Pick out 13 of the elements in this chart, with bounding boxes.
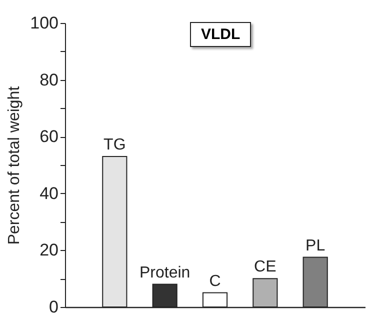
y-tick-label: 40 xyxy=(40,184,58,203)
y-tick-label: 20 xyxy=(40,240,58,260)
x-tick-label: CE xyxy=(254,258,276,276)
x-tick-label: C xyxy=(209,272,221,290)
y-tick-label: 80 xyxy=(40,70,58,90)
y-tick-label: 60 xyxy=(40,127,58,146)
x-tick-label: TG xyxy=(104,136,126,154)
x-tick-label: Protein xyxy=(139,264,190,282)
x-tick-label: PL xyxy=(306,237,326,254)
y-tick-label: 0 xyxy=(49,298,58,316)
y-tick-label: 100 xyxy=(30,14,58,32)
chart-title: VLDL xyxy=(190,22,252,47)
y-axis-title: Percent of total weight xyxy=(6,86,24,245)
